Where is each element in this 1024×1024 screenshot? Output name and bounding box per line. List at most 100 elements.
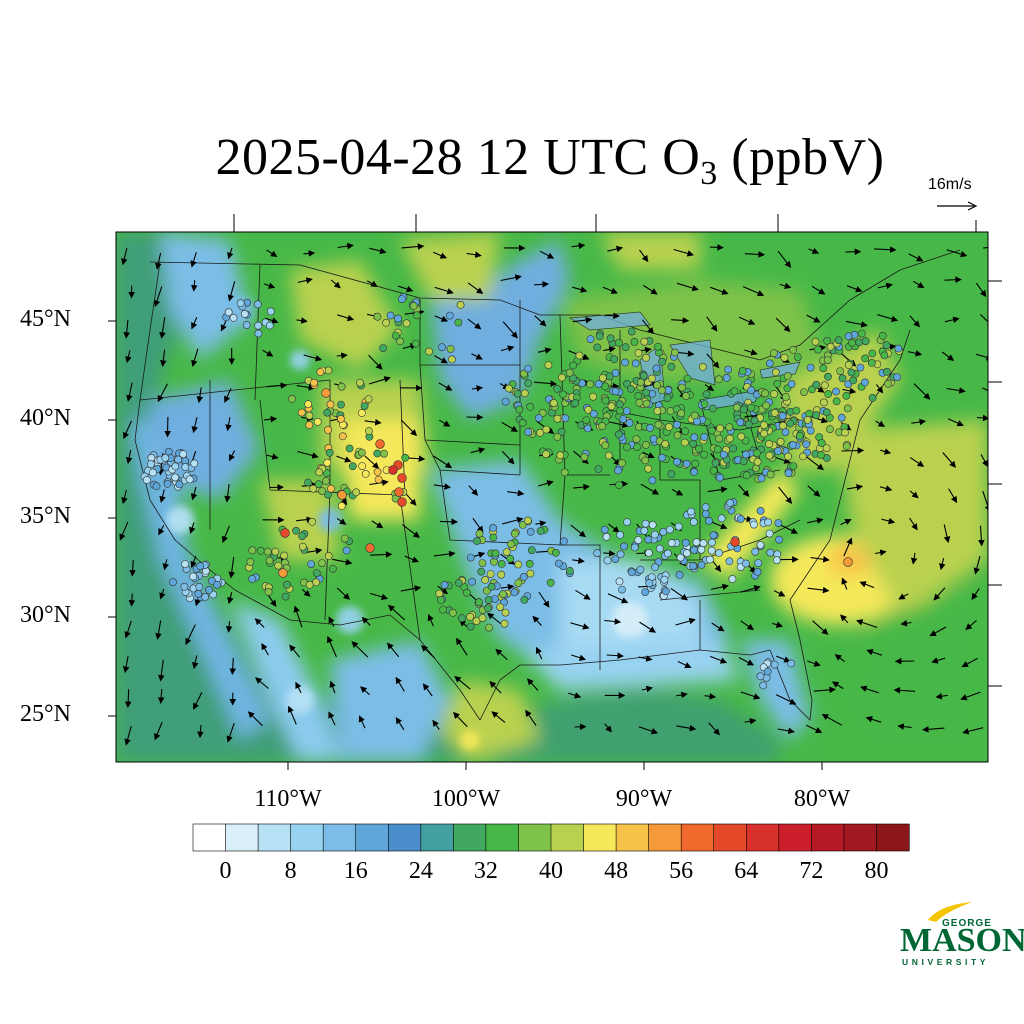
station-marker [793,353,802,361]
wind-arrow [454,675,471,690]
station-marker [653,381,661,390]
station-marker [491,595,499,603]
station-marker [787,659,796,668]
station-marker [683,374,692,383]
station-marker [644,535,653,544]
wind-arrow [535,646,543,660]
station-marker [736,515,745,523]
wind-arrow [401,524,420,538]
wind-arrow [877,314,899,323]
station-marker [714,375,723,384]
wind-arrow [909,315,921,328]
station-marker [823,336,832,345]
wind-arrow [931,657,946,664]
wind-arrow [360,686,370,696]
station-marker [658,386,666,395]
station-marker [520,389,529,398]
wind-arrow [158,659,165,682]
station-marker [380,449,388,458]
wind-arrow [534,380,558,387]
station-marker [566,567,574,575]
station-marker [356,378,364,387]
station-marker [478,614,487,622]
map-title: 2025-04-28 12 UTC O3 (ppbV) [0,128,1024,193]
wind-arrow [370,551,393,558]
wind-arrow [400,585,422,592]
wind-arrow [607,593,629,604]
station-marker [671,348,679,357]
wind-arrow [125,449,133,465]
wind-arrow [266,382,288,389]
wind-arrow [261,642,269,656]
station-marker [644,464,653,473]
station-marker [560,537,568,546]
station-marker [553,433,562,441]
station-marker [497,560,506,568]
wind-arrow [247,711,263,727]
wind-arrow [866,648,883,656]
station-marker [826,342,835,351]
station-marker [304,400,313,409]
station-marker [705,517,713,525]
wind-arrow [571,654,587,661]
station-marker [312,569,321,577]
wind-arrow [671,489,684,496]
station-marker [660,575,669,584]
station-marker [534,414,543,422]
station-marker [713,445,722,454]
wind-arrow [400,419,418,437]
station-marker [699,539,708,548]
wind-arrow [778,486,793,504]
station-marker [337,501,346,510]
wind-arrow [126,382,133,402]
station-marker [789,441,797,449]
wind-arrow [742,286,765,297]
wind-arrow [841,577,848,590]
station-marker [313,417,322,426]
station-marker-high [365,543,375,553]
station-marker [518,521,527,529]
station-marker [305,421,314,429]
wind-arrow [843,537,853,557]
station-marker [654,342,662,351]
wind-arrow [157,383,168,403]
station-marker [747,386,756,395]
station-marker-high [388,465,398,475]
station-marker [571,399,580,407]
wind-arrow [973,555,981,575]
station-marker [337,382,346,391]
station-marker [263,547,272,556]
wind-arrow [532,615,542,626]
wind-arrow [364,455,380,469]
wind-arrow [123,319,131,339]
station-marker [750,520,758,529]
station-marker [497,570,506,579]
station-marker [753,449,761,457]
wind-arrow [296,384,316,391]
station-marker [386,311,395,320]
wind-arrow [471,385,484,392]
station-marker [841,428,849,437]
wind-arrow [975,353,988,361]
station-marker [323,458,332,467]
lat-label-40: 40°N [20,405,71,431]
wind-arrow [744,718,757,725]
station-marker [468,577,476,586]
station-marker [598,422,606,430]
station-marker [730,387,739,396]
station-marker [565,368,574,377]
wind-arrow [507,489,525,497]
station-marker [181,560,189,568]
wind-arrow [812,620,829,635]
station-marker [595,332,604,341]
station-marker [489,524,497,532]
station-marker [586,335,595,343]
wind-arrow [190,555,197,569]
station-marker [559,390,567,399]
station-marker [195,583,204,591]
station-marker [524,428,532,436]
station-marker [542,425,551,434]
wind-arrow [913,383,931,400]
station-marker [725,423,734,432]
station-marker [780,353,789,362]
